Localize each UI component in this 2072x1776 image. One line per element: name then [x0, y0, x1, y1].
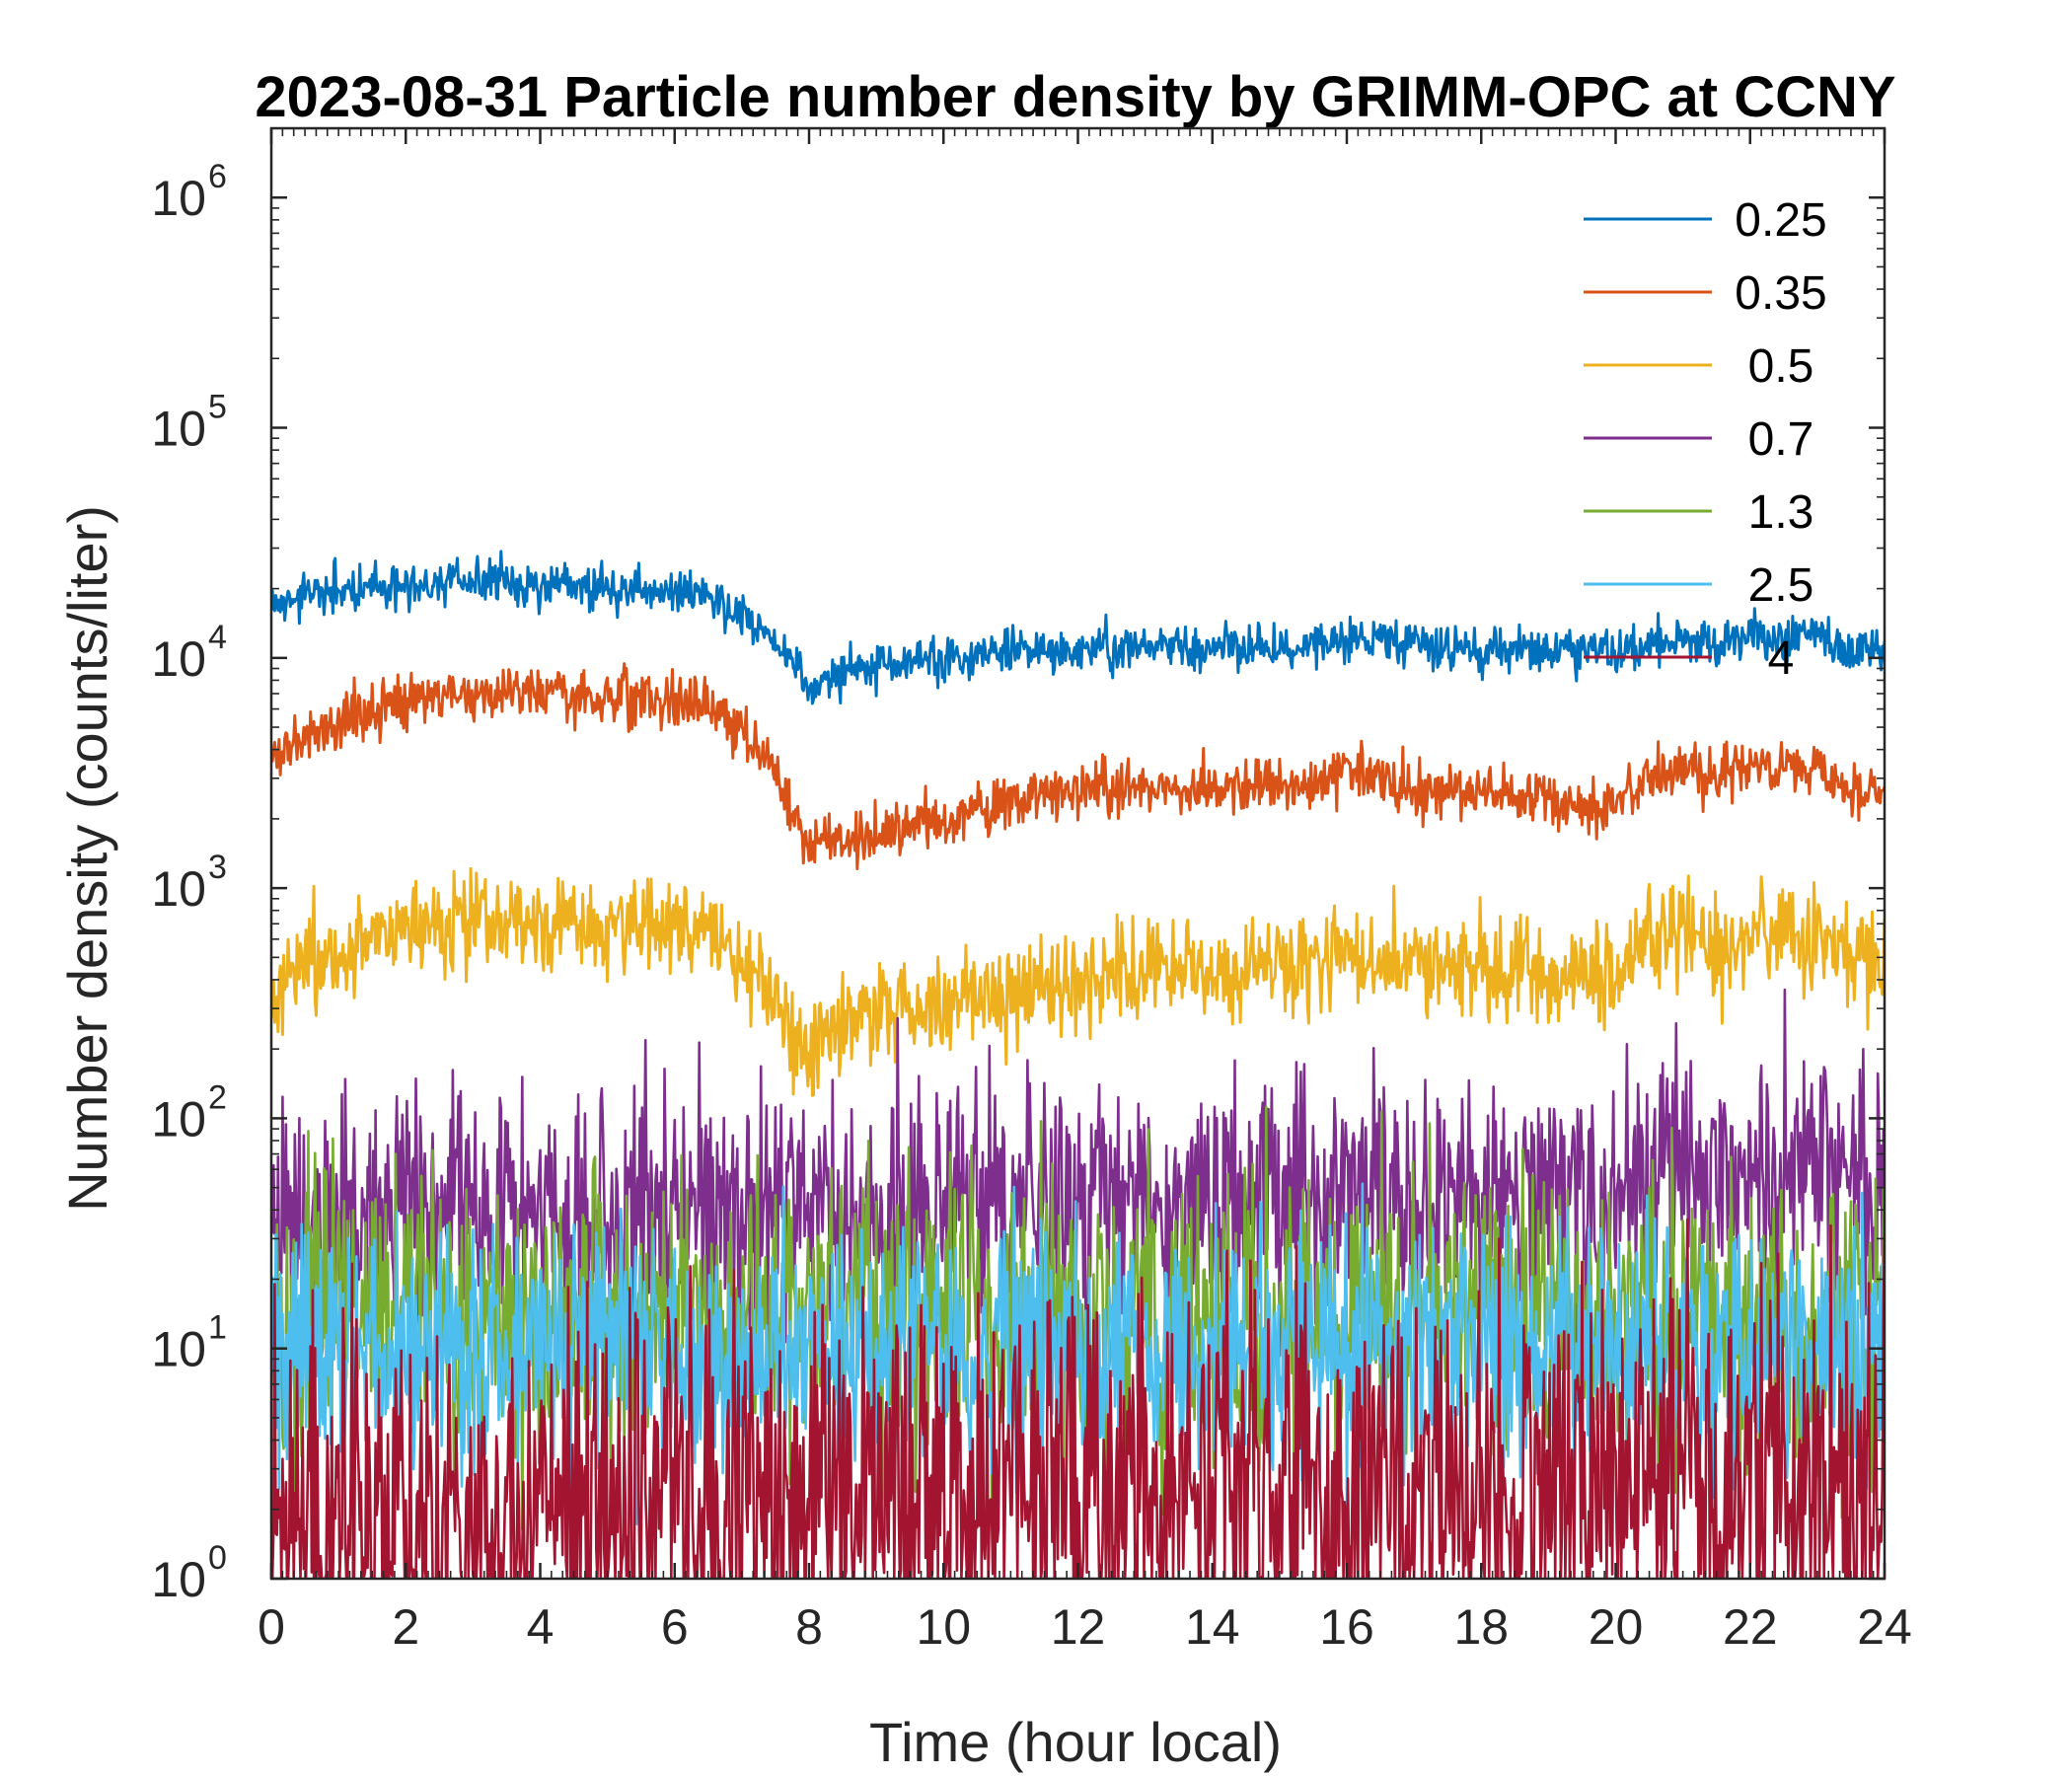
x-tick-label: 2	[392, 1599, 419, 1655]
x-tick-label: 0	[258, 1599, 285, 1655]
y-tick-label: 10	[151, 1322, 206, 1377]
y-tick-exponent: 4	[208, 619, 227, 656]
legend-label: 2.5	[1748, 559, 1814, 612]
series-line-0-25	[271, 550, 1885, 705]
y-tick-label: 10	[151, 1552, 206, 1607]
legend-label: 0.5	[1748, 340, 1814, 393]
series-line-4	[271, 1218, 1885, 1579]
series-line-2-5	[271, 1182, 1885, 1525]
y-tick-label: 10	[151, 1091, 206, 1147]
y-tick-exponent: 2	[208, 1078, 227, 1116]
x-tick-label: 12	[1051, 1599, 1106, 1655]
series-line-0-5	[271, 866, 1885, 1097]
legend-label: 0.35	[1735, 267, 1826, 320]
x-tick-label: 10	[916, 1599, 971, 1655]
x-tick-label: 14	[1185, 1599, 1240, 1655]
y-tick-label: 10	[151, 631, 206, 687]
y-tick-exponent: 1	[208, 1309, 227, 1347]
x-tick-label: 16	[1319, 1599, 1374, 1655]
y-tick-label: 10	[151, 402, 206, 457]
y-tick-exponent: 3	[208, 849, 227, 886]
y-tick-exponent: 6	[208, 158, 227, 195]
legend-label: 0.25	[1735, 194, 1826, 247]
chart-title: 2023-08-31 Particle number density by GR…	[255, 65, 1895, 129]
x-tick-label: 8	[795, 1599, 823, 1655]
legend-label: 1.3	[1748, 486, 1814, 539]
y-tick-label: 10	[151, 861, 206, 917]
legend-label: 4	[1768, 632, 1795, 685]
series-lines	[271, 550, 1885, 1579]
series-line-0-35	[271, 662, 1885, 870]
x-tick-label: 22	[1723, 1599, 1778, 1655]
x-tick-label: 18	[1453, 1599, 1509, 1655]
x-tick-label: 4	[527, 1599, 555, 1655]
x-tick-label: 6	[661, 1599, 689, 1655]
y-tick-exponent: 5	[208, 389, 227, 426]
y-tick-label: 10	[151, 171, 206, 226]
legend-label: 0.7	[1748, 413, 1814, 466]
legend: 0.25 0.35 0.5 0.7 1.3 2.5 4	[1584, 194, 1827, 685]
y-axis-label: Number density (counts/liter)	[56, 505, 118, 1212]
y-tick-exponent: 0	[208, 1539, 227, 1577]
plot-area	[271, 550, 1885, 1579]
x-axis-label: Time (hour local)	[869, 1711, 1282, 1773]
x-tick-label: 24	[1857, 1599, 1912, 1655]
x-tick-label: 20	[1589, 1599, 1644, 1655]
series-line-0-7	[271, 988, 1885, 1391]
